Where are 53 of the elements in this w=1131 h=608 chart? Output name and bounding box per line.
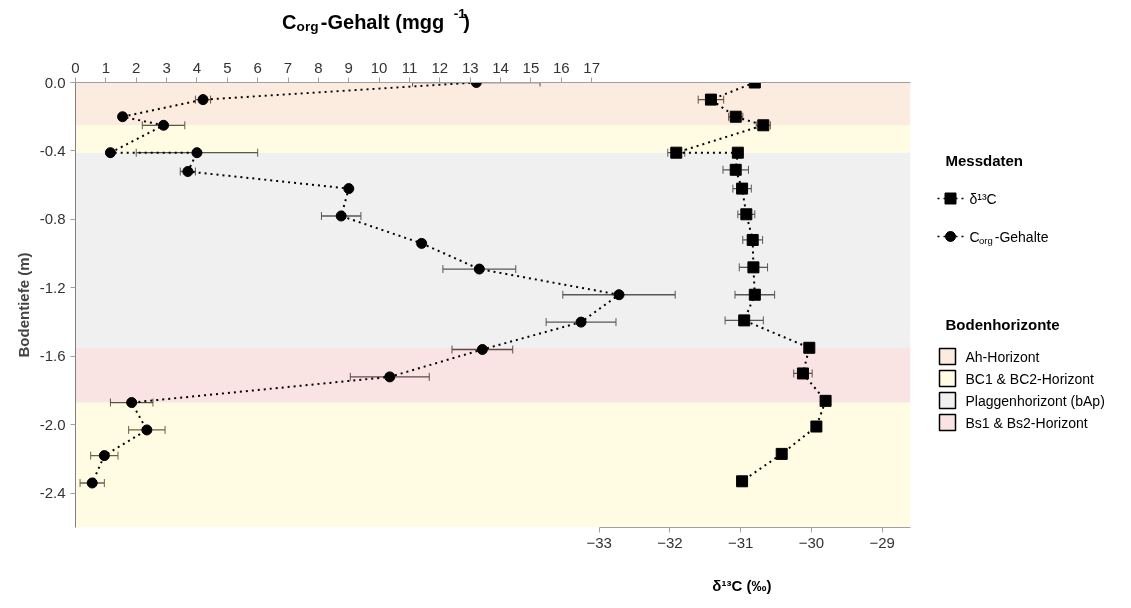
point <box>704 93 717 106</box>
y-axis-title: Bodentiefe (m) <box>14 252 32 358</box>
point <box>736 475 749 488</box>
y-tick-label: 0.0 <box>44 73 66 91</box>
x-tick-label: −30 <box>798 533 825 551</box>
x2-tick-label: 3 <box>162 58 171 76</box>
legend-label: BC1 & BC2-Horizont <box>965 370 1094 387</box>
point <box>748 288 761 301</box>
y-tick-label: -0.8 <box>39 210 66 228</box>
legend-label: Ah-Horizont <box>965 348 1040 365</box>
point <box>738 314 751 327</box>
x2-tick-label: 12 <box>431 58 449 76</box>
point <box>747 261 760 274</box>
point <box>746 233 759 246</box>
x-tick-label: −32 <box>657 533 683 551</box>
y-tick-label: -1.2 <box>39 278 66 296</box>
legend-title: Messdaten <box>945 152 1024 169</box>
y-tick-label: -1.6 <box>39 347 66 365</box>
point <box>775 447 788 460</box>
x2-tick-label: 8 <box>314 58 323 76</box>
legend-label: δ¹³C <box>969 190 997 207</box>
legend-label: Plaggenhorizont (bAp) <box>965 392 1105 409</box>
point <box>819 394 832 407</box>
x-tick-label: −29 <box>869 533 895 551</box>
x2-tick-label: 10 <box>370 58 388 76</box>
x2-tick-label: 6 <box>253 58 262 76</box>
x2-tick-label: 13 <box>461 58 479 76</box>
x2-tick-label: 14 <box>492 58 509 76</box>
x2-tick-label: 16 <box>552 58 570 76</box>
x2-tick-label: 1 <box>101 58 111 76</box>
x2-tick-label: 15 <box>522 58 540 76</box>
point <box>810 420 823 433</box>
y-tick-label: -2.4 <box>39 484 66 502</box>
x-tick-label: −33 <box>586 533 612 551</box>
y-tick-label: -0.4 <box>39 141 66 159</box>
legend-label: Bs1 & Bs2-Horizont <box>965 414 1088 431</box>
x2-tick-label: 9 <box>344 58 353 76</box>
point <box>803 341 816 354</box>
point <box>729 163 742 176</box>
x2-tick-label: 5 <box>223 58 232 76</box>
x2-tick-label: 11 <box>401 58 418 76</box>
x2-tick-label: 4 <box>192 58 202 76</box>
x-tick-label: −31 <box>727 533 754 551</box>
x2-tick-label: 0 <box>71 58 80 76</box>
text: Bodenhorizonte <box>945 316 1060 333</box>
x-axis-title: δ¹³C (‰) <box>712 577 772 594</box>
x2-tick-label: 2 <box>132 58 141 76</box>
y-tick-label: -2.0 <box>39 415 66 433</box>
x2-tick-label: 17 <box>583 58 601 76</box>
point <box>731 146 744 159</box>
point <box>736 182 749 195</box>
point <box>796 367 809 380</box>
x2-tick-label: 7 <box>283 58 293 76</box>
